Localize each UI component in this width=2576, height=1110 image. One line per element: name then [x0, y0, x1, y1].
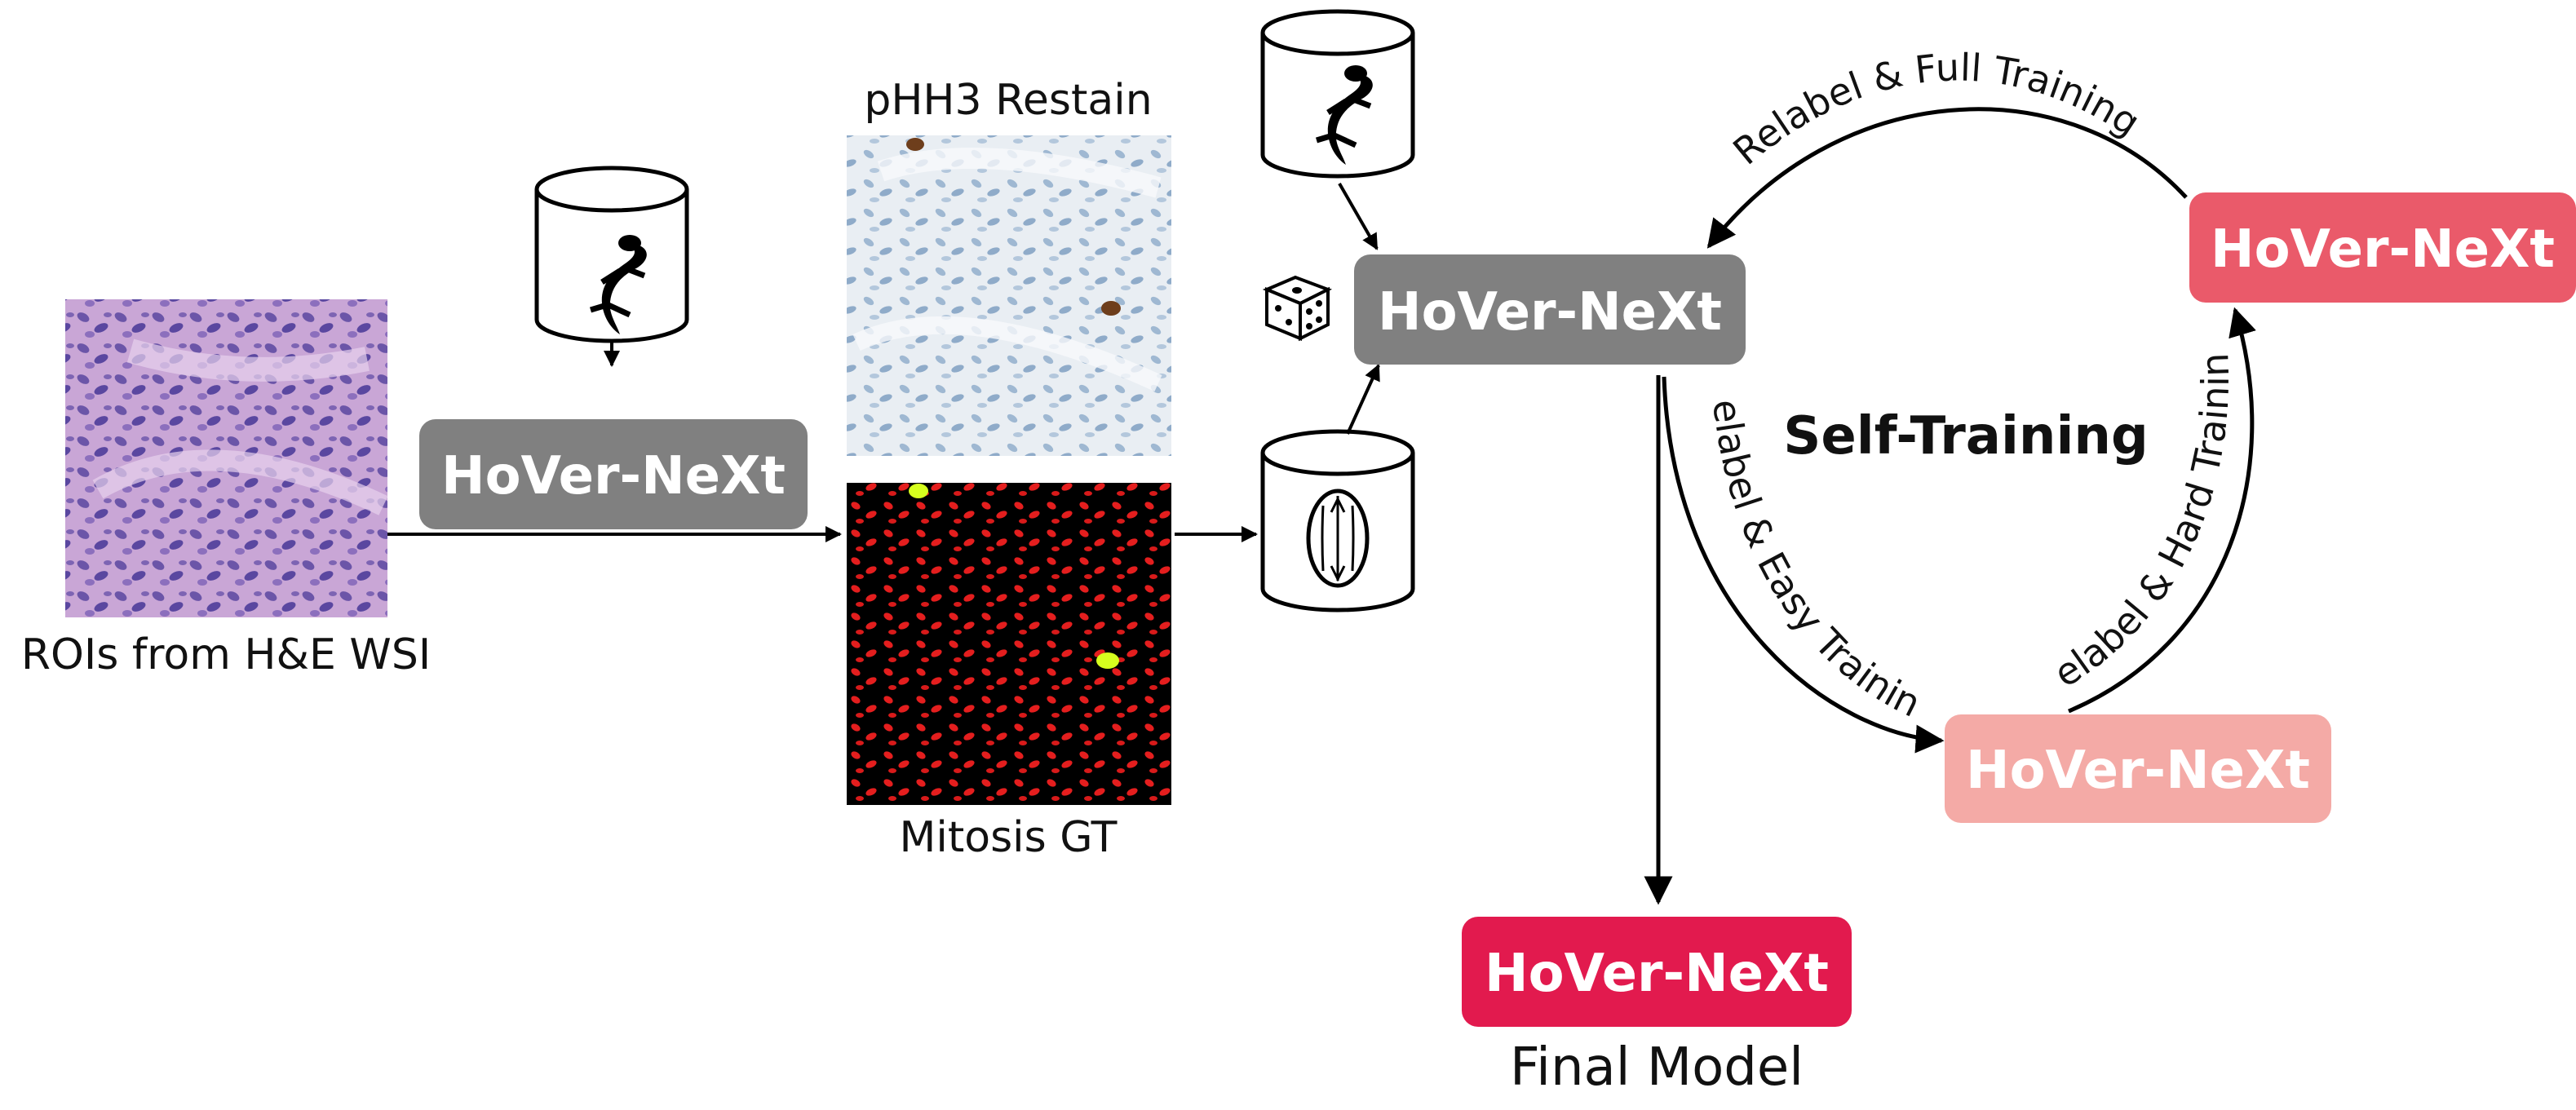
restain-label: pHH3 Restain — [864, 76, 1152, 125]
hovernext-final-label: HoVer-NeXt — [1485, 944, 1829, 1004]
lizard-database-icon-center — [1260, 9, 1415, 179]
mitosis-gt-label: Mitosis GT — [900, 813, 1118, 862]
phh3-restain-image — [847, 135, 1171, 456]
hovernext-cycle-bottom-box: HoVer-NeXt — [1945, 714, 2331, 823]
arrow-lizard-to-center — [1338, 183, 1379, 250]
arc-easy-training — [1662, 376, 1945, 754]
hovernext-final-box: HoVer-NeXt — [1462, 917, 1852, 1027]
final-model-label: Final Model — [1510, 1037, 1804, 1098]
hovernext-center-box: HoVer-NeXt — [1354, 254, 1746, 365]
mitosis-database-icon — [1260, 429, 1415, 612]
arrow-mitosis-to-center — [1346, 364, 1380, 435]
hovernext-cycle-bottom-label: HoVer-NeXt — [1966, 741, 2310, 801]
edge-full-label: Relabel & Full Training — [1724, 45, 2148, 173]
hovernext-initial-box: HoVer-NeXt — [419, 419, 808, 529]
he-roi-image — [65, 299, 388, 617]
arc-hard-training — [2068, 307, 2256, 714]
hovernext-cycle-top-box: HoVer-NeXt — [2189, 192, 2576, 303]
dice-icon — [1262, 275, 1332, 342]
self-training-label: Self-Training — [1783, 406, 2149, 467]
mitosis-gt-image — [847, 483, 1171, 805]
lizard-database-icon — [534, 166, 689, 343]
hovernext-cycle-top-label: HoVer-NeXt — [2211, 219, 2555, 280]
rois-label: ROIs from H&E WSI — [21, 630, 431, 679]
arc-full-training — [1706, 107, 2188, 249]
hovernext-initial-label: HoVer-NeXt — [441, 446, 786, 506]
hovernext-center-label: HoVer-NeXt — [1378, 282, 1722, 343]
